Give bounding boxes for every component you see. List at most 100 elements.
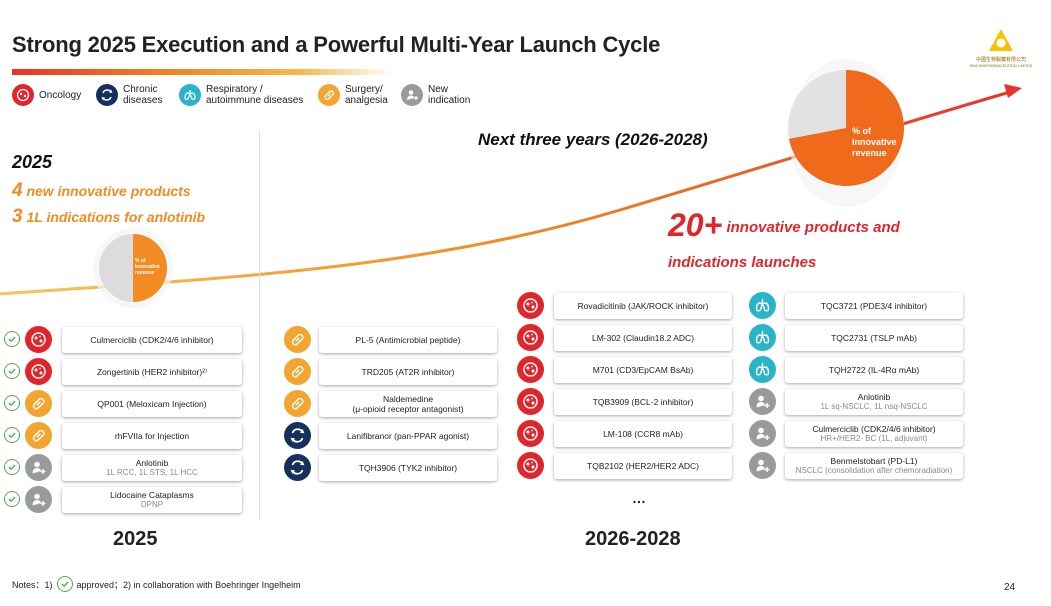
- oncology-icon: [25, 326, 52, 353]
- product-card: TQH3906 (TYK2 inhibitor): [319, 455, 497, 481]
- chronic-icon: [284, 422, 311, 449]
- product-card: TQB2102 (HER2/HER2 ADC): [554, 453, 732, 479]
- product-card: Culmerciclib (CDK2/4/6 inhibitor) HR+/HER…: [785, 421, 963, 447]
- product-name: Anlotinib: [857, 392, 891, 402]
- approved-check-icon: [4, 459, 20, 475]
- product-indication: 1L sq-NSCLC, 1L nsq-NSCLC: [820, 402, 928, 411]
- oncology-icon: [517, 324, 544, 351]
- lungs-icon: [749, 324, 776, 351]
- new-products-text: new innovative products: [22, 183, 191, 199]
- lungs-icon: [179, 84, 201, 106]
- indications-line: 3 1L indications for anlotinib: [12, 206, 205, 228]
- product-card: QP001 (Meloxicam Injection): [62, 391, 242, 417]
- product-indication: DPNP: [140, 500, 164, 509]
- chronic-icon: [284, 454, 311, 481]
- oncology-icon: [517, 388, 544, 415]
- product-card: TQB3909 (BCL-2 inhibitor): [554, 389, 732, 415]
- product-name: TQB2102 (HER2/HER2 ADC): [587, 461, 699, 471]
- product-card: Anlotinib 1L sq-NSCLC, 1L nsq-NSCLC: [785, 389, 963, 415]
- product-card: TQC2731 (TSLP mAb): [785, 325, 963, 351]
- title-underline: [12, 69, 392, 75]
- legend-label: diseases: [123, 95, 163, 106]
- future-heading: Next three years (2026-2028): [478, 130, 708, 149]
- logo-en-text: SINO BIOPHARMACEUTICAL LIMITED: [969, 64, 1033, 68]
- approved-check-icon: [4, 491, 20, 507]
- product-card: TRD205 (AT2R inhibitor): [319, 359, 497, 385]
- product-card: Benmelstobart (PD-L1) NSCLC (consolidatio…: [785, 453, 963, 479]
- product-name: M701 (CD3/EpCAM BsAb): [592, 365, 694, 375]
- product-card: Anlotinib 1L RCC, 1L STS, 1L HCC: [62, 455, 242, 481]
- product-indication: NSCLC (consolidation after chemoradiatio…: [795, 466, 953, 475]
- product-name: TQH3906 (TYK2 inhibitor): [358, 463, 458, 473]
- pie-future-label: % of innovative revenue: [852, 126, 897, 158]
- approved-check-icon: [4, 395, 20, 411]
- pill-icon: [284, 390, 311, 417]
- new-products-count: 4: [12, 180, 23, 201]
- product-name: Culmerciclib (CDK2/4/6 inhibitor): [812, 424, 936, 434]
- indications-text: 1L indications for anlotinib: [22, 209, 206, 225]
- launch-count-line: 20+ innovative products and: [668, 207, 900, 244]
- legend-new-indication: New indication: [401, 84, 470, 106]
- lungs-icon: [749, 356, 776, 383]
- product-name: Benmelstobart (PD-L1): [830, 456, 918, 466]
- new-indication-icon: [401, 84, 423, 106]
- product-card: Lidocaine Cataplasms DPNP: [62, 487, 242, 513]
- product-card: LM-302 (Claudin18.2 ADC): [554, 325, 732, 351]
- product-card: TQC3721 (PDE3/4 inhibitor): [785, 293, 963, 319]
- column-label-2026-2028: 2026-2028: [585, 528, 681, 550]
- legend-label: autoimmune diseases: [206, 95, 304, 106]
- oncology-icon: [12, 84, 34, 106]
- legend-label: Respiratory /: [206, 84, 263, 95]
- legend-chronic: Chronic diseases: [96, 84, 162, 106]
- product-card: Lanifibranor (pan-PPAR agonist): [319, 423, 497, 449]
- pie-future-chart: [788, 59, 905, 207]
- launch-text-line2: indications launches: [668, 254, 817, 271]
- new-indication-icon: [25, 454, 52, 481]
- product-card: PL-5 (Antimicrobial peptide): [319, 327, 497, 353]
- product-name: Lidocaine Cataplasms: [110, 490, 194, 500]
- pill-icon: [284, 358, 311, 385]
- pill-icon: [25, 390, 52, 417]
- legend-surgery: Surgery/analgesia: [318, 84, 388, 106]
- product-name: Lanifibranor (pan-PPAR agonist): [346, 431, 470, 441]
- pie-2025: % of innovative revenue: [93, 228, 173, 308]
- product-name: Culmerciclib (CDK2/4/6 inhibitor): [90, 335, 214, 345]
- product-name: TQB3909 (BCL-2 inhibitor): [592, 397, 694, 407]
- product-name: LM-108 (CCR8 mAb): [603, 429, 683, 439]
- product-card: LM-108 (CCR8 mAb): [554, 421, 732, 447]
- pie-2025-chart: [93, 228, 173, 308]
- more-indicator: …: [632, 490, 646, 506]
- footnotes: Notes：1) approved；2) in collaboration wi…: [12, 576, 301, 592]
- legend-label: New: [428, 84, 449, 95]
- page-title: Strong 2025 Execution and a Powerful Mul…: [12, 32, 661, 57]
- launch-text: innovative products and: [722, 219, 900, 236]
- product-card: Culmerciclib (CDK2/4/6 inhibitor): [62, 327, 242, 353]
- product-indication: 1L RCC, 1L STS, 1L HCC: [106, 468, 198, 477]
- indications-count: 3: [12, 206, 23, 227]
- product-card: Zongertinib (HER2 inhibitor)²⁾: [62, 359, 242, 385]
- pill-icon: [318, 84, 340, 106]
- product-indication: HR+/HER2- BC (1L, adjuvant): [820, 434, 928, 443]
- legend-label: analgesia: [345, 95, 388, 106]
- approved-check-icon: [4, 363, 20, 379]
- check-icon: [56, 576, 73, 592]
- lungs-icon: [749, 292, 776, 319]
- logo-triangle-icon: [989, 29, 1013, 51]
- oncology-icon: [517, 356, 544, 383]
- page-number: 24: [1004, 582, 1016, 593]
- year-2025-heading: 2025: [12, 152, 53, 172]
- product-card: Rovadicitinib (JAK/ROCK inhibitor): [554, 293, 732, 319]
- product-name: TQC2731 (TSLP mAb): [831, 333, 917, 343]
- new-indication-icon: [749, 388, 776, 415]
- oncology-icon: [517, 420, 544, 447]
- product-name: Rovadicitinib (JAK/ROCK inhibitor): [577, 301, 709, 311]
- oncology-icon: [517, 292, 544, 319]
- pie-future: % of innovative revenue: [786, 58, 906, 208]
- product-name: TQC3721 (PDE3/4 inhibitor): [820, 301, 928, 311]
- pill-icon: [25, 422, 52, 449]
- product-name: Zongertinib (HER2 inhibitor)²⁾: [96, 367, 208, 377]
- product-name: LM-302 (Claudin18.2 ADC): [591, 333, 695, 343]
- product-card: Naldemedine (μ-opioid receptor antagonist…: [319, 391, 497, 417]
- product-name: PL-5 (Antimicrobial peptide): [355, 335, 461, 345]
- product-indication: (μ-opioid receptor antagonist): [352, 404, 464, 414]
